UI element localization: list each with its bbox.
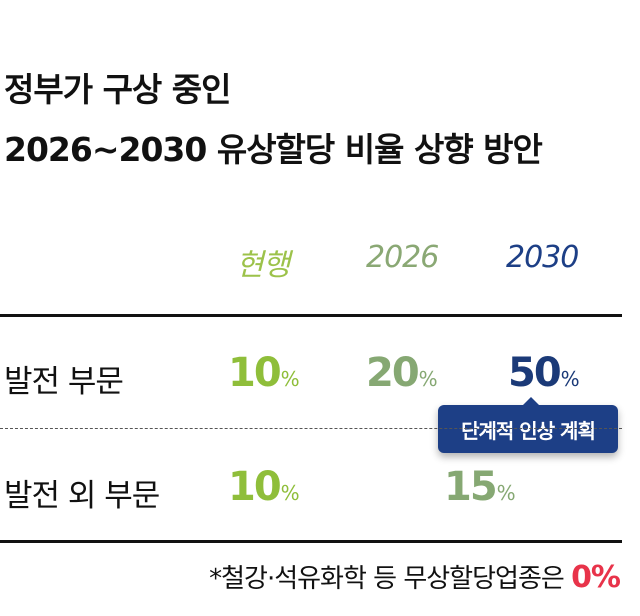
row-label-power: 발전 부문 xyxy=(4,364,124,400)
column-header-2026: 2026 xyxy=(366,240,439,275)
value-number: 50 xyxy=(508,350,562,396)
phased-increase-badge: 단계적 인상 계획 xyxy=(438,397,618,453)
table-bottom-rule xyxy=(0,540,622,543)
row-label-non-power: 발전 외 부문 xyxy=(4,478,160,514)
table-top-rule xyxy=(0,314,622,317)
value-non-power-current: 10% xyxy=(228,464,300,510)
value-unit: % xyxy=(280,481,300,505)
footnote: *철강·석유화학 등 무상할당업종은 0% xyxy=(209,558,621,595)
value-number: 20 xyxy=(366,350,420,396)
value-unit: % xyxy=(496,481,516,505)
footnote-highlight: 0% xyxy=(571,560,621,595)
value-unit: % xyxy=(418,367,438,391)
value-unit: % xyxy=(560,367,580,391)
column-header-current: 현행 xyxy=(236,248,290,283)
value-non-power-2030: 15% xyxy=(444,464,516,510)
value-number: 15 xyxy=(444,464,498,510)
title-line-1: 정부가 구상 중인 xyxy=(4,70,231,109)
column-header-2030: 2030 xyxy=(506,240,579,275)
chart-title: 정부가 구상 중인 2026~2030 유상할당 비율 상향 방안 xyxy=(4,60,543,180)
value-power-2026: 20% xyxy=(366,350,438,396)
footnote-text: *철강·석유화학 등 무상할당업종은 xyxy=(209,564,572,594)
title-line-2: 2026~2030 유상할당 비율 상향 방안 xyxy=(4,130,543,169)
row-divider xyxy=(0,428,622,429)
value-power-2030: 50% xyxy=(508,350,580,396)
value-number: 10 xyxy=(228,350,282,396)
value-unit: % xyxy=(280,367,300,391)
value-power-current: 10% xyxy=(228,350,300,396)
value-number: 10 xyxy=(228,464,282,510)
